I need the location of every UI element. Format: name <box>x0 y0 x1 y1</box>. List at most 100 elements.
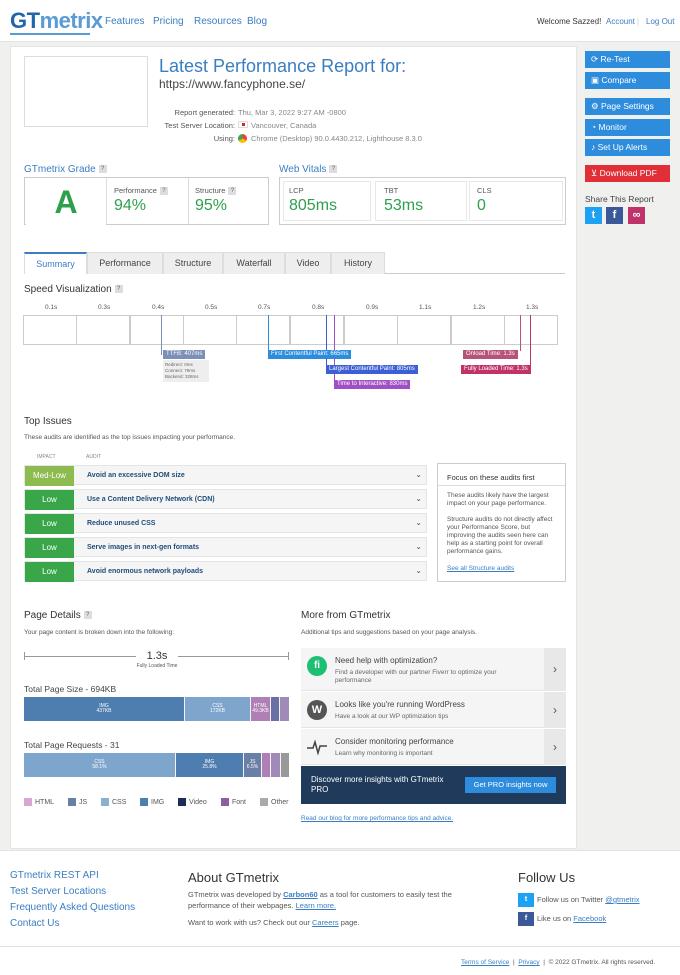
filmstrip-frame[interactable] <box>236 315 290 345</box>
filmstrip-frame[interactable] <box>451 315 505 345</box>
about-title: About GTmetrix <box>188 870 280 885</box>
tab-video[interactable]: Video <box>285 252 331 274</box>
help-icon[interactable]: ? <box>98 165 107 174</box>
page-settings-button[interactable]: ⚙ Page Settings <box>585 98 670 115</box>
get-pro-button[interactable]: Get PRO insights now <box>465 777 556 793</box>
focus-text-2: Structure audits do not directly affect … <box>447 516 553 555</box>
privacy-link[interactable]: Privacy <box>518 959 540 966</box>
nav-pricing[interactable]: Pricing <box>153 16 184 27</box>
account-link[interactable]: Account <box>606 17 635 26</box>
tti-flag: Time to Interactive: 830ms <box>334 380 411 389</box>
fiverr-tip[interactable]: fi Need help with optimization? Find a d… <box>301 648 566 691</box>
help-icon[interactable]: ? <box>329 165 338 174</box>
compare-icon: ▣ <box>591 75 602 85</box>
chevron-down-icon[interactable]: ⌄ <box>415 470 422 479</box>
learn-more-link[interactable]: Learn more. <box>295 901 337 910</box>
structure-value: 95% <box>195 197 228 214</box>
page-screenshot-thumbnail <box>24 56 148 127</box>
fcp-flag: First Contentful Paint: 665ms <box>268 350 352 359</box>
issue-row[interactable]: Med-Low Avoid an excessive DOM size ⌄ <box>24 465 427 486</box>
footer-link-api[interactable]: GTmetrix REST API <box>10 870 99 881</box>
chevron-right-icon[interactable]: › <box>544 692 566 728</box>
tab-summary[interactable]: Summary <box>24 252 87 274</box>
bell-icon: ♪ <box>591 142 598 152</box>
retest-button[interactable]: ⟳ Re-Test <box>585 51 670 68</box>
page-requests-bar: CSS 58.1% IMG 25.8% JS 6.5% <box>24 753 289 777</box>
req-html-segment <box>262 753 270 777</box>
footer-link-faq[interactable]: Frequently Asked Questions <box>10 902 136 913</box>
pulse-icon <box>307 737 327 757</box>
filmstrip-frame[interactable] <box>76 315 130 345</box>
nav-resources[interactable]: Resources <box>194 16 242 27</box>
size-js-segment <box>271 697 279 721</box>
filmstrip-frame[interactable] <box>23 315 77 345</box>
issue-row[interactable]: Low Avoid enormous network payloads ⌄ <box>24 561 427 582</box>
filmstrip-frame[interactable] <box>397 315 451 345</box>
see-structure-audits-link[interactable]: See all Structure audits <box>447 565 515 572</box>
legend-html: HTML <box>24 798 54 806</box>
twitter-handle-link[interactable]: @gtmetrix <box>605 894 640 904</box>
issue-row[interactable]: Low Use a Content Delivery Network (CDN) ⌄ <box>24 489 427 510</box>
footer-link-contact[interactable]: Contact Us <box>10 918 60 929</box>
performance-label: Performance? <box>114 186 168 196</box>
tab-structure[interactable]: Structure <box>163 252 223 274</box>
report-title: Latest Performance Report for: <box>159 56 407 76</box>
filmstrip-frame[interactable] <box>290 315 344 345</box>
filmstrip-frame[interactable] <box>130 315 184 345</box>
facebook-link[interactable]: Facebook <box>573 913 607 923</box>
req-other-segment <box>281 753 289 777</box>
chevron-down-icon[interactable]: ⌄ <box>415 542 422 551</box>
wordpress-tip[interactable]: W Looks like you're running WordPress Ha… <box>301 692 566 728</box>
compare-button[interactable]: ▣ Compare <box>585 72 670 89</box>
chevron-down-icon[interactable]: ⌄ <box>415 518 422 527</box>
req-css-segment: CSS 58.1% <box>24 753 175 777</box>
chevron-right-icon[interactable]: › <box>544 648 566 691</box>
twitter-follow: t Follow us on Twitter @gtmetrix <box>518 893 640 907</box>
chevron-down-icon[interactable]: ⌄ <box>415 494 422 503</box>
issue-row[interactable]: Low Reduce unused CSS ⌄ <box>24 513 427 534</box>
impact-badge: Med-Low <box>25 466 74 486</box>
set-up-alerts-button[interactable]: ♪ Set Up Alerts <box>585 139 670 156</box>
impact-badge: Low <box>25 490 74 510</box>
gtmetrix-logo[interactable]: GTmetrix <box>10 8 103 33</box>
link-share-icon[interactable]: ∞ <box>628 207 645 224</box>
size-img-segment: IMG 437KB <box>24 697 184 721</box>
twitter-share-icon[interactable]: t <box>585 207 602 224</box>
fully-loaded-marker <box>530 315 531 367</box>
fully-loaded-value: 1.3s <box>136 650 178 662</box>
report-tabs: Summary Performance Structure Waterfall … <box>24 252 565 274</box>
chevron-down-icon[interactable]: ⌄ <box>415 566 422 575</box>
work-text: Want to work with us? Check out our Care… <box>188 918 360 927</box>
help-icon[interactable]: ? <box>114 285 123 294</box>
footer-link-locations[interactable]: Test Server Locations <box>10 886 107 897</box>
onload-flag: Onload Time: 1.3s <box>463 350 518 359</box>
filmstrip-frame[interactable] <box>504 315 558 345</box>
chrome-icon <box>238 134 247 143</box>
about-text: GTmetrix was developed by Carbon60 as a … <box>188 890 452 910</box>
facebook-share-icon[interactable]: f <box>606 207 623 224</box>
timeline-tick: 1.1s <box>419 304 432 311</box>
location-label: Test Server Location: <box>164 121 235 130</box>
page-details-desc: Your page content is broken down into th… <box>24 629 175 636</box>
download-pdf-button[interactable]: ⊻ Download PDF <box>585 165 670 182</box>
monitor-button[interactable]: ◔ Monitor <box>585 119 670 136</box>
help-icon[interactable]: ? <box>83 611 92 620</box>
filmstrip-frame[interactable] <box>183 315 237 345</box>
terms-link[interactable]: Terms of Service <box>461 959 510 966</box>
careers-link[interactable]: Careers <box>311 918 339 927</box>
tab-history[interactable]: History <box>331 252 385 274</box>
pro-banner: Discover more insights with GTmetrix PRO… <box>301 766 566 804</box>
blog-tips-link[interactable]: Read our blog for more performance tips … <box>301 815 454 822</box>
carbon60-link[interactable]: Carbon60 <box>283 890 318 899</box>
nav-blog[interactable]: Blog <box>247 16 268 27</box>
nav-features[interactable]: Features <box>105 16 145 27</box>
monitoring-tip[interactable]: Consider monitoring performance Learn wh… <box>301 729 566 765</box>
logout-link[interactable]: Log Out <box>646 17 675 26</box>
timeline-tick: 0.1s <box>45 304 58 311</box>
lcp-label: LCP <box>289 186 304 195</box>
tab-waterfall[interactable]: Waterfall <box>223 252 285 274</box>
chevron-right-icon[interactable]: › <box>544 729 566 765</box>
tab-performance[interactable]: Performance <box>87 252 163 274</box>
issue-row[interactable]: Low Serve images in next-gen formats ⌄ <box>24 537 427 558</box>
filmstrip-frame[interactable] <box>344 315 398 345</box>
